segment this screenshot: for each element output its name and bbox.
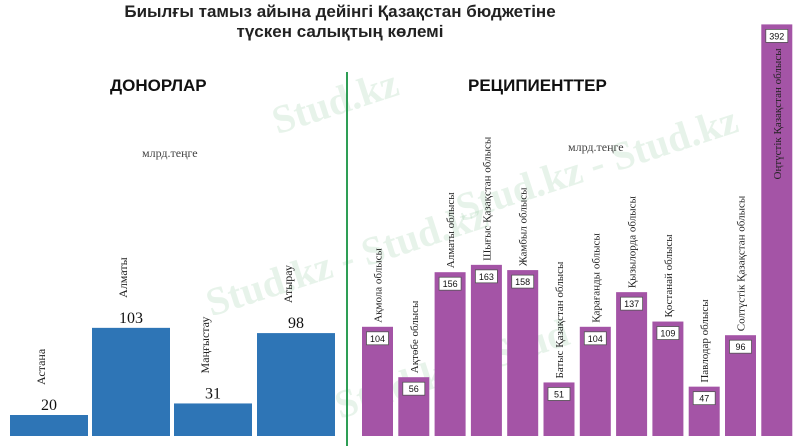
recipient-value-box [366, 331, 389, 346]
recipient-value-box [765, 28, 789, 43]
recipient-value-label: 96 [735, 342, 745, 352]
recipient-category-label: Солтүстік Қазақстан облысы [736, 195, 748, 331]
recipient-bar [507, 270, 539, 436]
recipient-value-box [438, 276, 462, 291]
donor-bar [174, 403, 252, 436]
recipient-bar [434, 272, 466, 436]
donor-bar [10, 415, 88, 436]
recipient-value-box [620, 296, 643, 311]
donors-heading: ДОНОРЛАР [110, 76, 207, 95]
recipient-category-label: Жамбыл облысы [518, 187, 530, 266]
recipient-value-label: 156 [443, 279, 458, 289]
recipient-value-box [692, 391, 716, 406]
recipient-category-label: Шығыс Қазақстан облысы [481, 136, 493, 261]
recipient-value-label: 104 [370, 334, 385, 344]
donor-bar [92, 327, 170, 436]
recipient-category-label: Қарағанды облысы [590, 233, 602, 323]
chart-title-line1: Биылғы тамыз айына дейінгі Қазақстан бюд… [124, 2, 556, 21]
donor-value-label: 31 [205, 385, 221, 402]
recipient-value-box [656, 326, 680, 340]
recipient-category-label: Ақмола облысы [373, 247, 385, 322]
recipient-bar [652, 321, 684, 436]
recipient-value-label: 104 [588, 334, 603, 344]
recipient-category-label: Батыс Қазақстан облысы [554, 261, 566, 378]
recipient-category-label: Қостанай облысы [663, 234, 675, 318]
recipient-value-label: 51 [554, 389, 564, 399]
recipient-value-box [511, 274, 535, 289]
donor-category-label: Алматы [116, 257, 130, 298]
recipient-value-label: 158 [515, 277, 530, 287]
donor-category-label: Маңғыстау [198, 317, 212, 374]
recipient-value-label: 392 [769, 31, 784, 41]
recipient-category-label: Оңтүстік Қазақстан облысы [772, 48, 784, 180]
recipient-value-box [402, 381, 426, 396]
recipient-value-box [547, 387, 571, 401]
recipient-value-label: 47 [699, 394, 709, 404]
recipient-value-box [474, 269, 498, 284]
donor-category-label: Атырау [281, 265, 295, 303]
recipient-value-label: 163 [479, 272, 494, 282]
recipient-value-box [729, 339, 752, 354]
recipient-bar [761, 24, 793, 437]
donor-value-label: 98 [288, 315, 304, 332]
donor-category-label: Астана [34, 348, 48, 385]
section-divider [346, 72, 348, 446]
recipients-heading: РЕЦИПИЕНТТЕР [468, 76, 607, 95]
recipient-value-label: 109 [660, 329, 675, 339]
recipient-category-label: Павлодар облысы [699, 299, 711, 383]
unit-label-recipients: млрд.теңге [568, 140, 624, 154]
recipient-bar [616, 292, 648, 436]
donor-bar [257, 333, 335, 436]
recipient-category-label: Қызылорда облысы [627, 196, 639, 289]
recipient-category-label: Ақтөбе облысы [409, 300, 421, 373]
donor-value-label: 103 [119, 310, 143, 327]
donor-value-label: 20 [41, 397, 57, 414]
chart-title: Биылғы тамыз айына дейінгі Қазақстан бюд… [60, 2, 620, 42]
unit-label-donors: млрд.теңге [142, 146, 198, 160]
recipient-bar [470, 264, 502, 436]
recipient-value-box [583, 331, 607, 346]
chart-title-line2: түскен салықтың көлемі [236, 22, 444, 41]
recipient-category-label: Алматы облысы [445, 192, 457, 268]
recipient-value-label: 56 [409, 384, 419, 394]
recipient-value-label: 137 [624, 299, 639, 309]
